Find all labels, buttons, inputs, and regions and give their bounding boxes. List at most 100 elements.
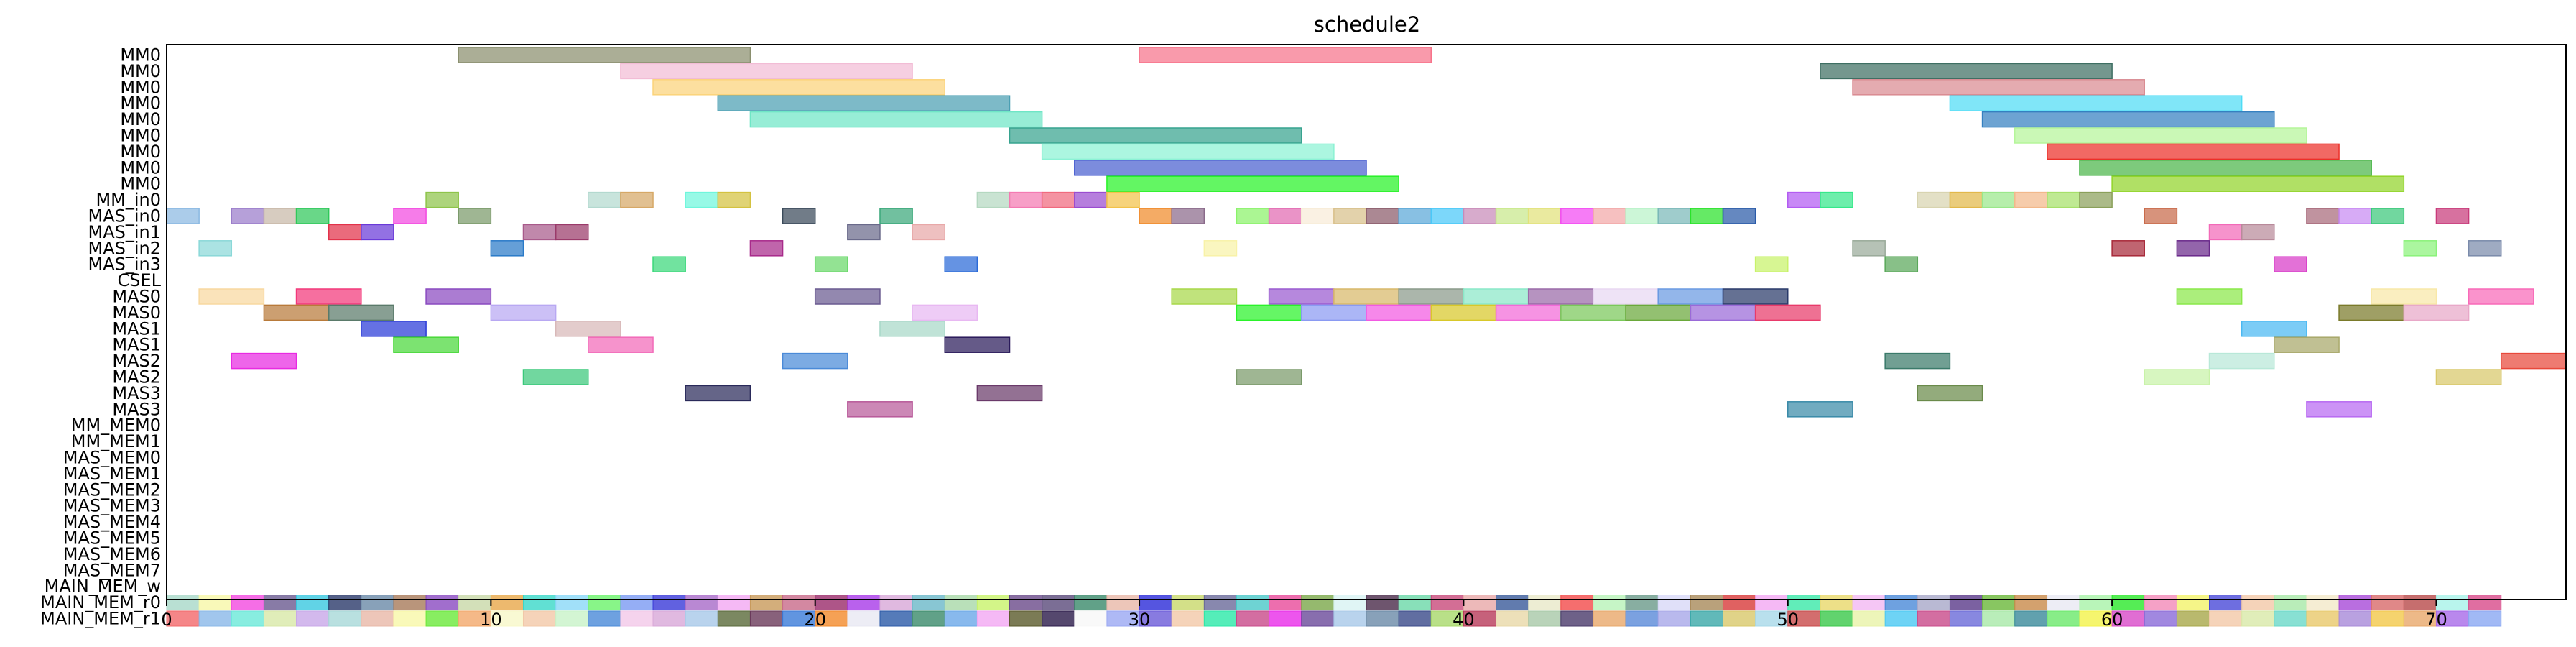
memory-cell bbox=[1657, 595, 1691, 611]
task-bar bbox=[263, 208, 297, 224]
memory-cell bbox=[2014, 610, 2048, 627]
memory-cell bbox=[263, 595, 297, 611]
task-bar bbox=[522, 224, 557, 241]
memory-cell bbox=[1236, 610, 1270, 627]
task-bar bbox=[490, 304, 557, 321]
task-bar bbox=[1527, 208, 1562, 224]
memory-cell bbox=[1593, 610, 1626, 627]
task-bar bbox=[717, 191, 751, 208]
task-bar bbox=[1949, 95, 2243, 111]
memory-cell bbox=[2371, 610, 2404, 627]
x-tick-label: 50 bbox=[1776, 610, 1799, 630]
task-bar bbox=[295, 288, 362, 305]
task-bar bbox=[2274, 336, 2340, 353]
task-bar bbox=[1333, 288, 1399, 305]
task-bar bbox=[1527, 288, 1594, 305]
memory-cell bbox=[1593, 595, 1626, 611]
y-tick-label: MM_MEM0 bbox=[71, 416, 161, 436]
task-bar bbox=[912, 224, 945, 241]
memory-cell bbox=[815, 595, 848, 611]
x-tick-label: 10 bbox=[480, 610, 502, 630]
memory-cell bbox=[1269, 610, 1302, 627]
y-tick-label: MAS3 bbox=[112, 399, 161, 419]
memory-cell bbox=[2014, 595, 2048, 611]
task-bar bbox=[2338, 208, 2372, 224]
task-bar bbox=[2468, 288, 2534, 305]
memory-cell bbox=[1852, 610, 1886, 627]
memory-cell bbox=[231, 610, 264, 627]
y-tick-label: MAS0 bbox=[112, 287, 161, 307]
task-bar bbox=[1593, 288, 1659, 305]
task-bar bbox=[490, 240, 524, 257]
memory-cell bbox=[976, 595, 1011, 611]
memory-cell bbox=[1949, 610, 1983, 627]
memory-cell bbox=[296, 595, 330, 611]
memory-cell bbox=[588, 595, 621, 611]
memory-cell bbox=[1917, 610, 1950, 627]
y-tick-label: MM0 bbox=[120, 109, 161, 129]
task-bar bbox=[620, 63, 913, 80]
memory-cell bbox=[912, 610, 945, 627]
task-bar bbox=[1949, 191, 1983, 208]
memory-cell bbox=[1398, 610, 1432, 627]
task-bar bbox=[2306, 208, 2340, 224]
memory-cell bbox=[1269, 595, 1302, 611]
memory-cell bbox=[1982, 595, 2016, 611]
task-bar bbox=[231, 352, 297, 370]
memory-cell bbox=[1042, 610, 1075, 627]
memory-cell bbox=[328, 595, 362, 611]
memory-cell bbox=[2144, 610, 2177, 627]
task-bar bbox=[458, 47, 751, 63]
memory-cell bbox=[2241, 595, 2275, 611]
memory-cell bbox=[361, 610, 394, 627]
task-bar bbox=[2500, 352, 2567, 370]
y-tick-label: CSEL bbox=[117, 270, 161, 290]
task-bar bbox=[1074, 191, 1108, 208]
x-tick-label: 20 bbox=[804, 610, 826, 630]
y-tick-label: MAIN_MEM_w bbox=[45, 577, 161, 597]
task-bar bbox=[2403, 304, 2470, 321]
y-tick-label: MM0 bbox=[120, 77, 161, 97]
y-tick-label: MAS2 bbox=[112, 351, 161, 371]
y-tick-label: MM0 bbox=[120, 142, 161, 162]
task-bar bbox=[1884, 256, 1919, 272]
task-bar bbox=[2208, 352, 2275, 370]
memory-cell bbox=[166, 595, 200, 611]
memory-cell bbox=[1009, 610, 1043, 627]
task-bar bbox=[1722, 288, 1789, 305]
task-bar bbox=[2144, 208, 2178, 224]
task-bar bbox=[1463, 208, 1497, 224]
memory-cell bbox=[393, 610, 427, 627]
memory-cell bbox=[1496, 610, 1529, 627]
task-bar bbox=[1593, 208, 1626, 224]
x-tick-label: 30 bbox=[1129, 610, 1151, 630]
memory-cell bbox=[1820, 610, 1853, 627]
memory-cell bbox=[1463, 595, 1497, 611]
x-axis: 0 10 20 30 40 50 60 70 bbox=[161, 600, 2447, 630]
task-bar bbox=[1366, 304, 1432, 321]
task-bar bbox=[2014, 127, 2307, 144]
task-bar bbox=[2111, 175, 2405, 192]
y-tick-label: MM0 bbox=[120, 45, 161, 65]
task-bar bbox=[976, 191, 1011, 208]
task-bar bbox=[393, 336, 459, 353]
memory-cell bbox=[2306, 595, 2340, 611]
memory-cell bbox=[1301, 595, 1335, 611]
memory-cell bbox=[1074, 595, 1108, 611]
memory-cell bbox=[2274, 610, 2307, 627]
y-tick-label: MM_MEM1 bbox=[71, 431, 161, 451]
task-bar bbox=[555, 224, 589, 241]
memory-cell bbox=[1171, 610, 1205, 627]
memory-cell bbox=[652, 595, 686, 611]
memory-cell bbox=[425, 595, 459, 611]
task-bar bbox=[1495, 208, 1529, 224]
memory-cell bbox=[1496, 595, 1529, 611]
task-bar bbox=[1268, 288, 1335, 305]
task-bar bbox=[1041, 191, 1075, 208]
memory-cell bbox=[2047, 610, 2080, 627]
task-bar bbox=[2111, 240, 2145, 257]
memory-cell bbox=[1560, 610, 1594, 627]
task-bar bbox=[1820, 191, 1853, 208]
memory-cell bbox=[1722, 595, 1756, 611]
